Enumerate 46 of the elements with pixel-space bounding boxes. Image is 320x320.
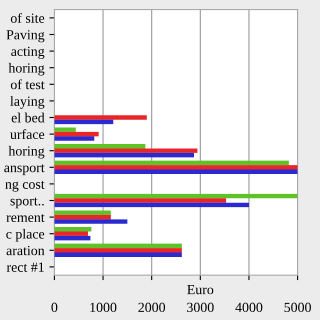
- bar: [54, 132, 99, 136]
- x-tick-label: 0: [51, 302, 58, 312]
- bar: [54, 210, 111, 215]
- bar: [54, 227, 92, 232]
- x-tick-label: 4000: [235, 302, 262, 312]
- y-tick-label: of test: [10, 79, 45, 90]
- x-axis-title: Euro: [187, 285, 214, 294]
- bar: [54, 236, 90, 240]
- x-tick-label: 2000: [138, 302, 166, 312]
- bar: [54, 120, 114, 124]
- bar: [54, 152, 194, 158]
- bar: [54, 127, 76, 132]
- y-tick-label: ansport: [4, 164, 45, 176]
- bar: [54, 144, 146, 148]
- bar: [54, 214, 111, 220]
- y-tick-label: el bed: [12, 112, 45, 122]
- y-tick-label: urface: [10, 129, 44, 140]
- bar: [54, 248, 182, 253]
- bar: [54, 198, 226, 203]
- y-tick-label: horing: [8, 62, 44, 76]
- y-tick-label: rement: [6, 214, 45, 222]
- bar: [54, 115, 147, 120]
- y-tick-label: laying: [10, 96, 44, 109]
- y-tick-label: acting: [11, 46, 44, 59]
- bar: [54, 219, 128, 224]
- bar: [54, 160, 289, 166]
- bar: [54, 165, 298, 170]
- bar: [54, 148, 198, 153]
- bar: [54, 244, 182, 248]
- x-tick-label: 1000: [90, 302, 116, 312]
- y-tick-label: Paving: [6, 30, 44, 42]
- bar: [54, 194, 298, 198]
- y-tick-label: c place: [6, 228, 44, 242]
- y-tick-label: aration: [6, 246, 44, 256]
- bar: [54, 170, 298, 174]
- x-tick-label: 5000: [284, 302, 311, 312]
- bar: [54, 202, 249, 208]
- y-tick-label: ng cost: [5, 180, 45, 192]
- y-tick-label: sport..: [10, 198, 44, 208]
- bar: [54, 252, 182, 257]
- bar: [54, 136, 94, 141]
- x-tick-label: 3000: [187, 302, 214, 312]
- y-tick-label: rect #1: [6, 262, 44, 272]
- y-tick-label: horing: [8, 146, 44, 159]
- y-tick-label: of site: [10, 12, 44, 23]
- bar: [54, 231, 88, 236]
